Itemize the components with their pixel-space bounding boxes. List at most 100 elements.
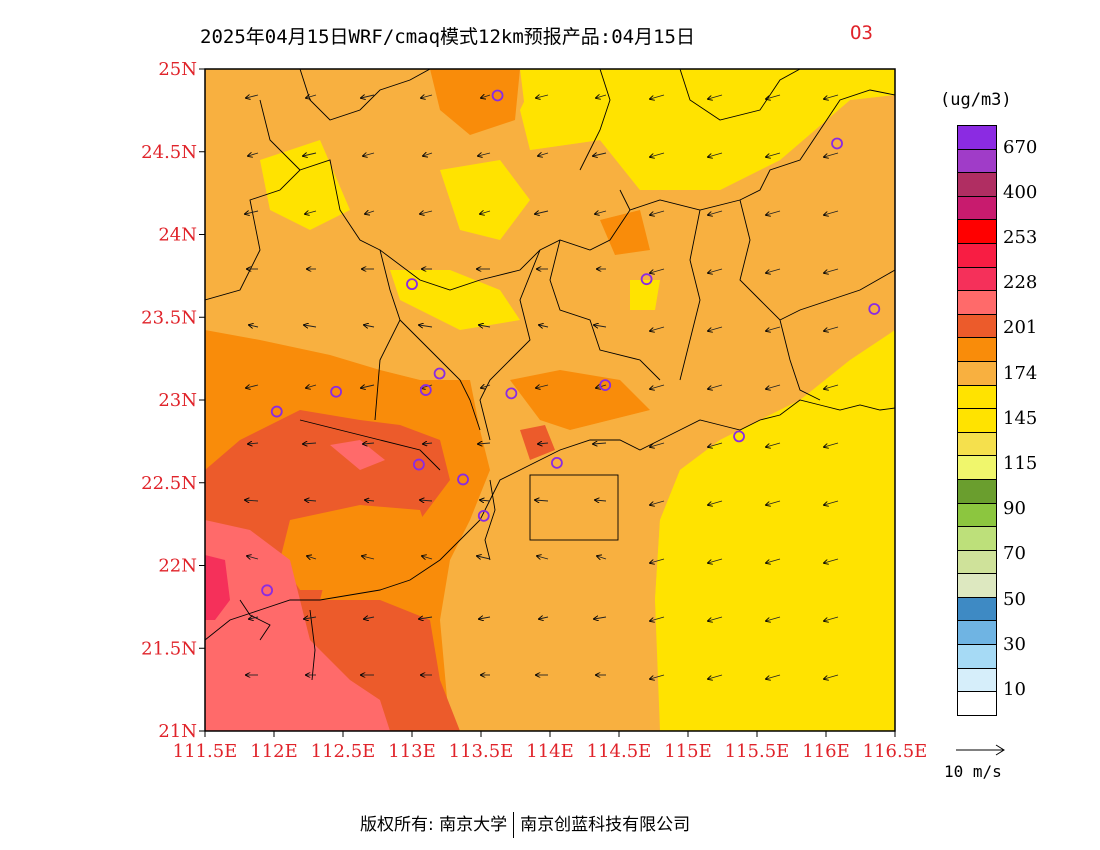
wind-arrow (537, 556, 549, 559)
concentration-field (205, 69, 895, 731)
colorbar-swatch (957, 337, 997, 361)
wind-arrow (708, 210, 723, 215)
wind-arrow (304, 617, 317, 619)
wind-arrow (824, 94, 839, 99)
wind-arrow (766, 152, 781, 157)
colorbar-swatch (957, 172, 997, 196)
wind-arrow (708, 268, 723, 273)
colorbar-swatch (957, 502, 997, 527)
wind-arrow (247, 556, 259, 559)
wind-arrow (538, 153, 549, 156)
station-marker (412, 458, 425, 471)
colorbar-swatch (957, 549, 997, 574)
lat-label: 23.5N (141, 307, 197, 328)
wind-arrow (650, 442, 665, 447)
colorbar-label: 115 (1003, 453, 1038, 474)
wind-arrow (824, 326, 839, 331)
station-marker (491, 89, 504, 102)
latitude-axis: 25N 24.5N 24N 23.5N 23N 22.5N 22N 21.5N 21N (141, 59, 205, 742)
wind-arrow (708, 616, 723, 621)
lon-label: 116.5E (863, 741, 928, 762)
colorbar-swatch (957, 455, 997, 479)
lat-label: 22.5N (141, 473, 197, 494)
wind-arrow (708, 94, 723, 99)
colorbar-label: 30 (1003, 633, 1026, 655)
wind-arrow (246, 385, 259, 388)
wind-arrow (303, 153, 317, 156)
colorbar-swatch (957, 242, 997, 267)
wind-arrow (708, 500, 723, 505)
colorbar-swatch (957, 596, 997, 621)
copyright-left: 版权所有: 南京大学 (360, 815, 508, 835)
lon-label: 112.5E (311, 741, 376, 762)
colorbar-swatch (957, 644, 997, 668)
lon-label: 116E (802, 741, 850, 762)
station-marker (505, 387, 518, 400)
station-marker (831, 137, 843, 150)
wind-arrow (364, 617, 375, 619)
wind-arrow (593, 443, 607, 444)
colorbar-label: 90 (1003, 498, 1026, 520)
colorbar-swatch (957, 360, 997, 385)
copyright-footer: 版权所有: 南京大学 南京创蓝科技有限公司 (360, 810, 690, 838)
wind-arrow (478, 153, 491, 156)
lat-label: 23N (158, 390, 197, 411)
longitude-axis: 111.5E 112E 112.5E 113E 113.5E 114E 114.5E 115E… (173, 731, 928, 762)
wind-arrow (480, 500, 491, 501)
wind-arrow (766, 94, 781, 99)
wind-arrow (364, 325, 375, 327)
wind-arrow (595, 211, 607, 214)
wind-arrow (365, 500, 375, 501)
wind-arrow (766, 210, 781, 215)
wind-arrow (650, 616, 665, 621)
wind-arrow (766, 558, 781, 563)
wind-arrow (303, 443, 317, 444)
colorbar-label: 201 (1003, 317, 1038, 339)
wind-arrow (539, 325, 549, 327)
lat-label: 24N (158, 225, 197, 246)
wind-arrow (361, 385, 375, 388)
wind-arrow (305, 211, 317, 214)
wind-arrow (536, 95, 549, 98)
station-marker (868, 303, 881, 315)
colorbar-label: 10 (1003, 679, 1026, 700)
wind-arrow (766, 442, 781, 447)
lon-label: 113.5E (449, 741, 514, 762)
station-marker (733, 430, 745, 443)
wind-arrow (245, 500, 259, 501)
wind-arrow (708, 442, 723, 447)
wind-arrow (479, 325, 491, 327)
lon-label: 111.5E (173, 741, 238, 762)
colorbar-swatch (957, 266, 997, 291)
wind-vectors (245, 94, 839, 679)
colorbar-swatch (957, 408, 997, 432)
wind-arrow (306, 95, 317, 98)
station-marker (477, 509, 490, 522)
title-main: 2025年04月15日WRF/cmaq模式12km预报产品:04月15日 (200, 26, 695, 48)
colorbar-swatch (957, 667, 997, 692)
wind-arrow (539, 617, 549, 619)
copyright-right: 南京创蓝科技有限公司 (520, 815, 691, 835)
wind-arrow (307, 556, 317, 559)
wind-arrow (248, 443, 259, 444)
lon-label: 115E (664, 741, 712, 762)
wind-arrow (421, 385, 433, 388)
wind-arrow (650, 674, 665, 679)
station-markers (261, 89, 881, 597)
wind-arrow (824, 442, 839, 447)
admin-boundaries (205, 69, 895, 681)
colorbar-swatch (957, 573, 997, 597)
wind-arrow (422, 556, 433, 559)
colorbar-label: 174 (1003, 362, 1038, 384)
wind-arrow (419, 325, 433, 327)
wind-arrow (708, 558, 723, 563)
colorbar-swatch (957, 219, 997, 243)
wind-key-arrow-icon (956, 744, 1005, 756)
title-variable: O3 (850, 22, 873, 44)
colorbar-swatch (957, 620, 997, 645)
station-marker (433, 367, 446, 380)
wind-arrow (535, 211, 549, 214)
colorbar-label: 145 (1003, 407, 1038, 429)
wind-arrow (595, 500, 607, 501)
station-marker (419, 384, 432, 396)
